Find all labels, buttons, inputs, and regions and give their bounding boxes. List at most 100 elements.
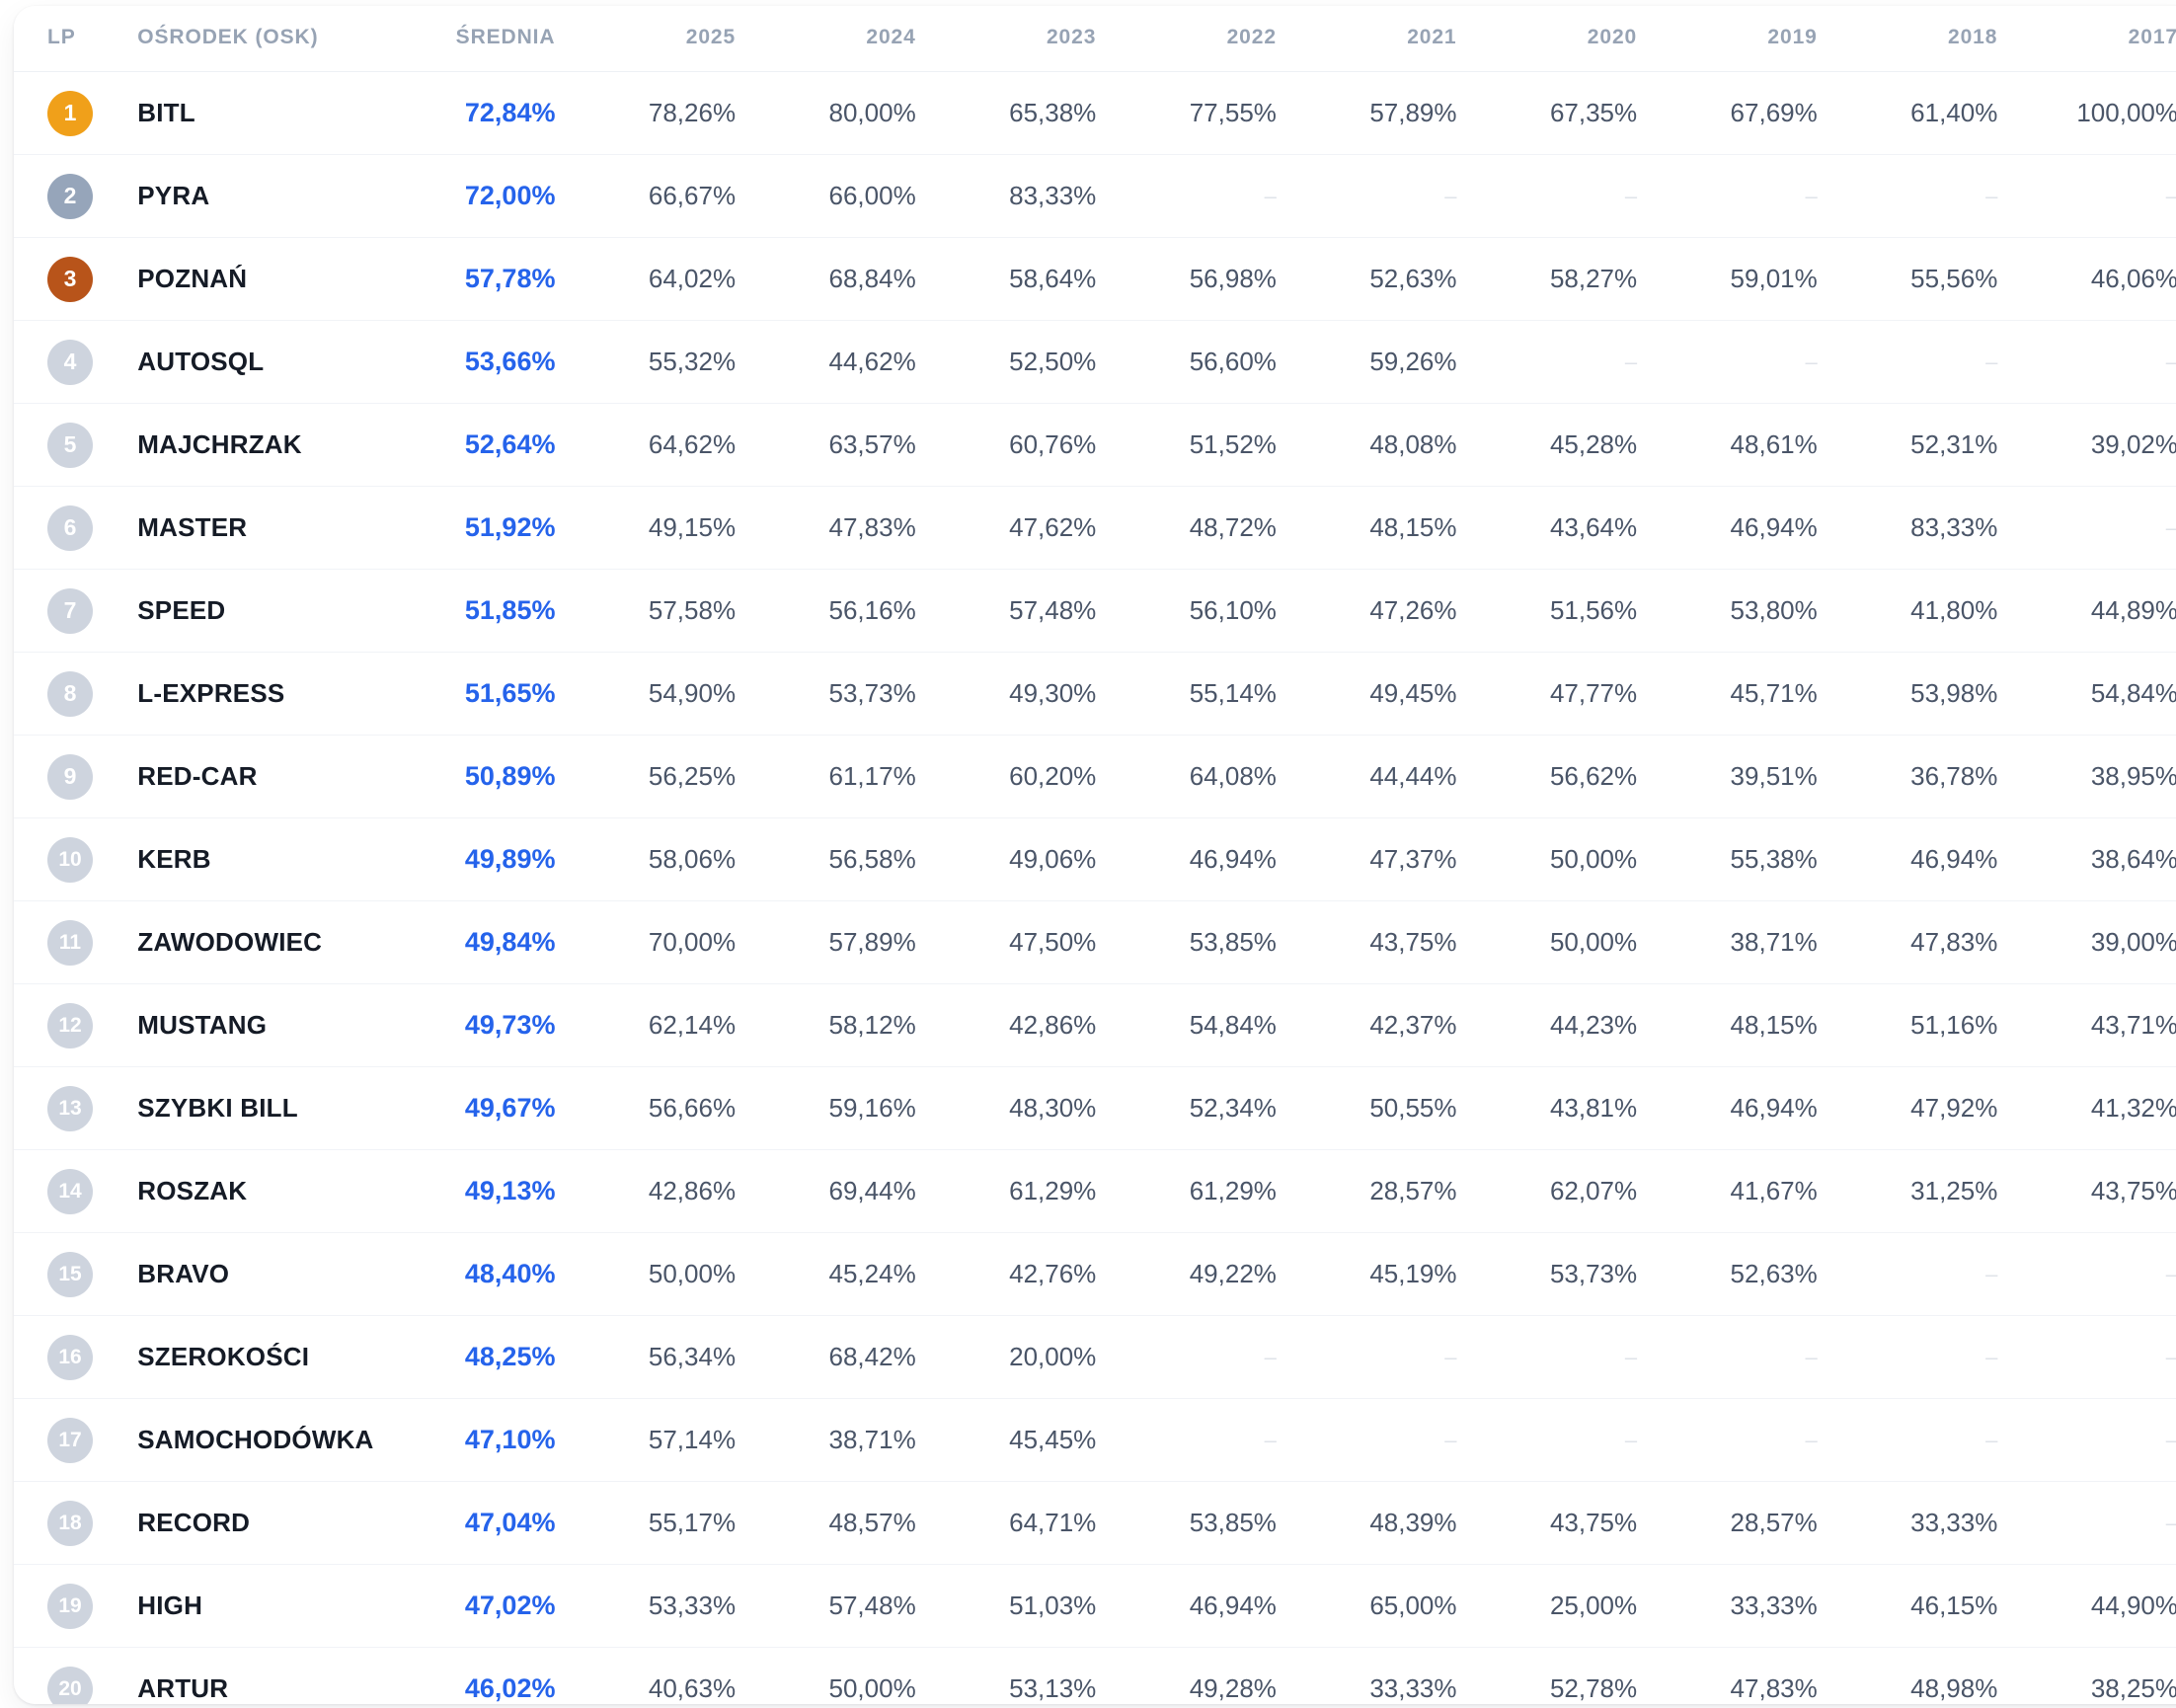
column-header-2019[interactable]: 2019 xyxy=(1665,6,1845,72)
column-header-2020[interactable]: 2020 xyxy=(1484,6,1666,72)
year-cell: 77,55% xyxy=(1124,71,1304,155)
column-header-name[interactable]: OŚRODEK (OSK) xyxy=(137,6,400,72)
column-header-2025[interactable]: 2025 xyxy=(583,6,764,72)
table-row[interactable]: 17 SAMOCHODÓWKA 47,10% 57,14% 38,71% 45,45% – –… xyxy=(14,1398,2176,1482)
osk-name-cell[interactable]: L-EXPRESS xyxy=(137,652,400,736)
osk-name-cell[interactable]: MAJCHRZAK xyxy=(137,403,400,487)
year-cell: 46,06% xyxy=(2025,237,2176,321)
column-header-2017[interactable]: 2017 xyxy=(2025,6,2176,72)
osk-name-cell[interactable]: RED-CAR xyxy=(137,735,400,818)
year-cell: 42,86% xyxy=(583,1149,764,1233)
osk-name-cell[interactable]: KERB xyxy=(137,817,400,901)
year-cell: 52,34% xyxy=(1124,1066,1304,1150)
osk-name-cell[interactable]: ARTUR xyxy=(137,1647,400,1704)
year-cell: 68,84% xyxy=(763,237,944,321)
year-cell: 45,28% xyxy=(1484,403,1666,487)
osk-name-cell[interactable]: HIGH xyxy=(137,1564,400,1648)
osk-name-cell[interactable]: POZNAŃ xyxy=(137,237,400,321)
osk-name-cell[interactable]: MASTER xyxy=(137,486,400,570)
table-row[interactable]: 7 SPEED 51,85% 57,58% 56,16% 57,48% 56,10% 47,2… xyxy=(14,569,2176,653)
column-header-2024[interactable]: 2024 xyxy=(763,6,944,72)
year-cell-empty: – xyxy=(1484,320,1666,404)
year-cell: 83,33% xyxy=(1844,486,2026,570)
table-row[interactable]: 12 MUSTANG 49,73% 62,14% 58,12% 42,86% 54,84% 4… xyxy=(14,983,2176,1067)
rank-cell: 14 xyxy=(14,1149,138,1233)
table-row[interactable]: 13 SZYBKI BILL 49,67% 56,66% 59,16% 48,30% 52,… xyxy=(14,1066,2176,1150)
year-cell-empty: – xyxy=(2025,1315,2176,1399)
table-row[interactable]: 6 MASTER 51,92% 49,15% 47,83% 47,62% 48,72% 48,… xyxy=(14,486,2176,570)
table-row[interactable]: 16 SZEROKOŚCI 48,25% 56,34% 68,42% 20,00% – – – –… xyxy=(14,1315,2176,1399)
year-cell: 57,89% xyxy=(763,900,944,984)
osk-name-cell[interactable]: SPEED xyxy=(137,569,400,653)
year-cell: 69,44% xyxy=(763,1149,944,1233)
table-row[interactable]: 8 L-EXPRESS 51,65% 54,90% 53,73% 49,30% 55,14%… xyxy=(14,652,2176,736)
table-row[interactable]: 1 BITL 72,84% 78,26% 80,00% 65,38% 77,55% 57,89… xyxy=(14,71,2176,155)
table-row[interactable]: 20 ARTUR 46,02% 40,63% 50,00% 53,13% 49,28% 33,… xyxy=(14,1647,2176,1704)
table-row[interactable]: 18 RECORD 47,04% 55,17% 48,57% 64,71% 53,85% 48… xyxy=(14,1481,2176,1565)
osk-name-cell[interactable]: SZYBKI BILL xyxy=(137,1066,400,1150)
table-row[interactable]: 15 BRAVO 48,40% 50,00% 45,24% 42,76% 49,22% 45,… xyxy=(14,1232,2176,1316)
rank-badge: 10 xyxy=(47,836,93,883)
year-cell: 50,55% xyxy=(1303,1066,1485,1150)
year-cell: 51,56% xyxy=(1484,569,1666,653)
rank-badge: 4 xyxy=(47,339,93,385)
year-cell: 47,62% xyxy=(943,486,1125,570)
rank-cell: 15 xyxy=(14,1232,138,1316)
column-header-2018[interactable]: 2018 xyxy=(1844,6,2026,72)
table-row[interactable]: 5 MAJCHRZAK 52,64% 64,62% 63,57% 60,76% 51,52%… xyxy=(14,403,2176,487)
year-cell: 53,33% xyxy=(583,1564,764,1648)
rank-cell: 17 xyxy=(14,1398,138,1482)
table-row[interactable]: 14 ROSZAK 49,13% 42,86% 69,44% 61,29% 61,29% 28… xyxy=(14,1149,2176,1233)
year-cell: 47,83% xyxy=(1844,900,2026,984)
osk-name-cell[interactable]: BRAVO xyxy=(137,1232,400,1316)
column-header-average[interactable]: ŚREDNIA xyxy=(399,6,583,72)
header-row: LP OŚRODEK (OSK) ŚREDNIA 2025 2024 2023 … xyxy=(14,6,2176,72)
table-row[interactable]: 3 POZNAŃ 57,78% 64,02% 68,84% 58,64% 56,98% 52,… xyxy=(14,237,2176,321)
average-cell: 46,02% xyxy=(399,1647,583,1704)
year-cell: 48,98% xyxy=(1844,1647,2026,1704)
rank-cell: 4 xyxy=(14,320,138,404)
year-cell: 46,94% xyxy=(1124,1564,1304,1648)
rank-badge: 15 xyxy=(47,1251,93,1297)
osk-name-cell[interactable]: SAMOCHODÓWKA xyxy=(137,1398,400,1482)
year-cell: 53,73% xyxy=(1484,1232,1666,1316)
rank-cell: 12 xyxy=(14,983,138,1067)
table-row[interactable]: 11 ZAWODOWIEC 49,84% 70,00% 57,89% 47,50% 53,8… xyxy=(14,900,2176,984)
osk-name-cell[interactable]: PYRA xyxy=(137,154,400,238)
osk-name-cell[interactable]: SZEROKOŚCI xyxy=(137,1315,400,1399)
year-cell: 42,86% xyxy=(943,983,1125,1067)
osk-name-cell[interactable]: ZAWODOWIEC xyxy=(137,900,400,984)
osk-name-cell[interactable]: RECORD xyxy=(137,1481,400,1565)
year-cell: 55,32% xyxy=(583,320,764,404)
table-row[interactable]: 9 RED-CAR 50,89% 56,25% 61,17% 60,20% 64,08% 44… xyxy=(14,735,2176,818)
year-cell: 44,62% xyxy=(763,320,944,404)
year-cell: 54,84% xyxy=(2025,652,2176,736)
osk-name-cell[interactable]: AUTOSQL xyxy=(137,320,400,404)
rank-badge: 2 xyxy=(47,173,93,219)
year-cell: 55,56% xyxy=(1844,237,2026,321)
table-row[interactable]: 19 HIGH 47,02% 53,33% 57,48% 51,03% 46,94% 65,0… xyxy=(14,1564,2176,1648)
rank-cell: 19 xyxy=(14,1564,138,1648)
column-header-2021[interactable]: 2021 xyxy=(1303,6,1485,72)
osk-name-cell[interactable]: BITL xyxy=(137,71,400,155)
rank-badge: 6 xyxy=(47,505,93,551)
table-row[interactable]: 4 AUTOSQL 53,66% 55,32% 44,62% 52,50% 56,60% 59… xyxy=(14,320,2176,404)
year-cell-empty: – xyxy=(2025,1481,2176,1565)
year-cell: 46,94% xyxy=(1665,486,1845,570)
column-header-2023[interactable]: 2023 xyxy=(943,6,1125,72)
year-cell: 39,51% xyxy=(1665,735,1845,818)
year-cell: 41,80% xyxy=(1844,569,2026,653)
year-cell: 49,45% xyxy=(1303,652,1485,736)
osk-name-cell[interactable]: MUSTANG xyxy=(137,983,400,1067)
rank-cell: 7 xyxy=(14,569,138,653)
year-cell-empty: – xyxy=(1844,1398,2026,1482)
column-header-2022[interactable]: 2022 xyxy=(1124,6,1304,72)
rank-badge: 16 xyxy=(47,1334,93,1380)
column-header-lp[interactable]: LP xyxy=(14,6,138,72)
year-cell-empty: – xyxy=(1665,1315,1845,1399)
year-cell: 45,45% xyxy=(943,1398,1125,1482)
average-cell: 48,25% xyxy=(399,1315,583,1399)
table-row[interactable]: 10 KERB 49,89% 58,06% 56,58% 49,06% 46,94% 47,3… xyxy=(14,817,2176,901)
osk-name-cell[interactable]: ROSZAK xyxy=(137,1149,400,1233)
